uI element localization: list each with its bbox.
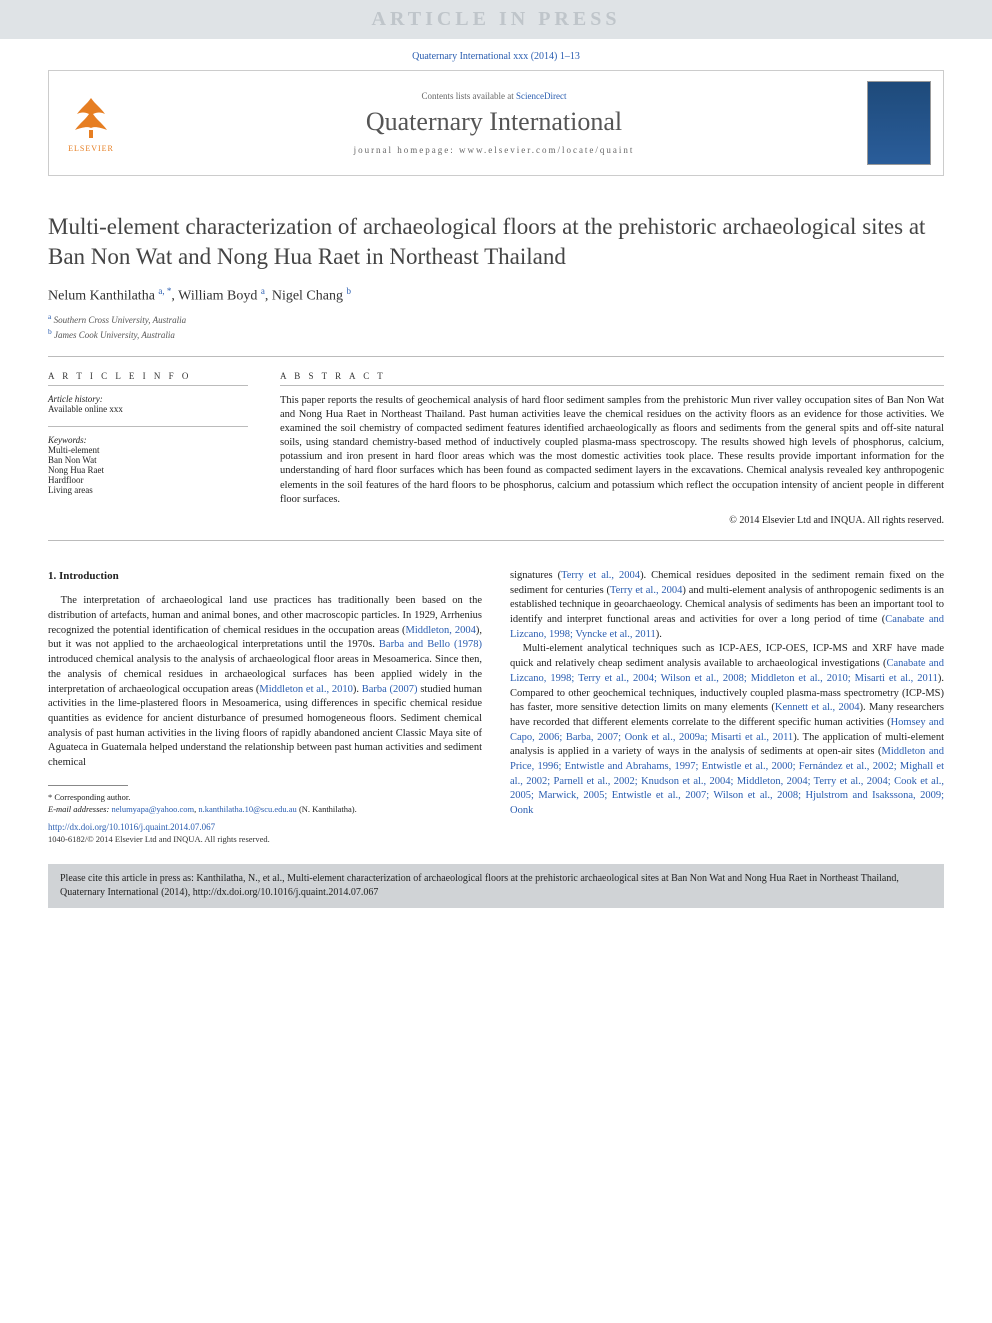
elsevier-name: ELSEVIER — [68, 144, 114, 153]
body-p1: The interpretation of archaeological lan… — [48, 594, 482, 770]
article-history: Article history: Available online xxx — [48, 394, 248, 414]
authors-line: Nelum Kanthilatha a, *, William Boyd a, … — [48, 286, 944, 305]
ref-barba-bello-1978[interactable]: Barba and Bello (1978) — [379, 639, 482, 650]
abstract: A B S T R A C T This paper reports the r… — [280, 371, 944, 526]
citation-top: Quaternary International xxx (2014) 1–13 — [0, 39, 992, 70]
author-2: William Boyd — [178, 288, 257, 303]
ref-middleton-2004[interactable]: Middleton, 2004 — [406, 625, 476, 636]
affil-a: a Southern Cross University, Australia — [48, 312, 944, 327]
article-title: Multi-element characterization of archae… — [48, 212, 944, 272]
contents-line: Contents lists available at ScienceDirec… — [133, 91, 855, 101]
affil-b: b James Cook University, Australia — [48, 327, 944, 342]
sciencedirect-link[interactable]: ScienceDirect — [516, 91, 566, 101]
p2d: ). — [656, 629, 662, 640]
article-in-press-banner: ARTICLE IN PRESS — [0, 0, 992, 39]
main-content: Multi-element characterization of archae… — [0, 192, 992, 846]
journal-name: Quaternary International — [133, 107, 855, 137]
citation-box: Please cite this article in press as: Ka… — [48, 864, 944, 908]
affiliations: a Southern Cross University, Australia b… — [48, 312, 944, 341]
affil-a-sup: a — [48, 312, 51, 321]
article-info: A R T I C L E I N F O Article history: A… — [48, 371, 248, 526]
meta-abstract-row: A R T I C L E I N F O Article history: A… — [48, 371, 944, 526]
footnote-block: * Corresponding author. E-mail addresses… — [48, 785, 482, 846]
journal-cover-thumb — [867, 81, 931, 165]
affil-b-text: James Cook University, Australia — [54, 330, 175, 340]
p2a: signatures ( — [510, 570, 561, 581]
doi-link[interactable]: http://dx.doi.org/10.1016/j.quaint.2014.… — [48, 821, 482, 834]
body-text: 1. Introduction The interpretation of ar… — [48, 569, 944, 846]
contents-prefix: Contents lists available at — [422, 91, 516, 101]
author-3: Nigel Chang — [272, 288, 343, 303]
article-info-heading: A R T I C L E I N F O — [48, 371, 248, 386]
info-sep — [48, 426, 248, 427]
ref-terry-2004b[interactable]: Terry et al., 2004 — [610, 585, 682, 596]
header-center: Contents lists available at ScienceDirec… — [133, 91, 855, 155]
email-line: E-mail addresses: nelumyapa@yahoo.com, n… — [48, 804, 482, 816]
elsevier-logo: ELSEVIER — [61, 88, 121, 158]
abstract-heading: A B S T R A C T — [280, 371, 944, 386]
ref-middleton-2010[interactable]: Middleton et al., 2010 — [259, 684, 352, 695]
ref-terry-2004a[interactable]: Terry et al., 2004 — [561, 570, 640, 581]
ref-barba-2007[interactable]: Barba (2007) — [362, 684, 418, 695]
author-1: Nelum Kanthilatha — [48, 288, 155, 303]
kw-2: Ban Non Wat — [48, 455, 248, 465]
author-3-sup: b — [346, 286, 351, 296]
elsevier-tree-icon — [67, 94, 115, 142]
separator-2 — [48, 540, 944, 541]
footnotes: * Corresponding author. E-mail addresses… — [48, 792, 482, 816]
kw-5: Living areas — [48, 485, 248, 495]
affil-a-text: Southern Cross University, Australia — [54, 315, 187, 325]
keywords-label: Keywords: — [48, 435, 87, 445]
homepage-prefix: journal homepage: — [354, 145, 459, 155]
homepage-line: journal homepage: www.elsevier.com/locat… — [133, 145, 855, 155]
body-p3: Multi-element analytical techniques such… — [510, 642, 944, 818]
email-label: E-mail addresses: — [48, 804, 109, 814]
keywords: Keywords: Multi-element Ban Non Wat Nong… — [48, 435, 248, 495]
issn-line: 1040-6182/© 2014 Elsevier Ltd and INQUA.… — [48, 834, 482, 846]
corresponding-author: * Corresponding author. — [48, 792, 482, 804]
p3a: Multi-element analytical techniques such… — [510, 643, 944, 669]
history-label: Article history: — [48, 394, 103, 404]
footnote-rule — [48, 785, 128, 786]
affil-b-sup: b — [48, 327, 52, 336]
author-2-sup: a — [261, 286, 265, 296]
history-value: Available online xxx — [48, 404, 123, 414]
p1d: ). — [353, 684, 362, 695]
ref-kennett-2004[interactable]: Kennett et al., 2004 — [775, 702, 860, 713]
homepage-url: www.elsevier.com/locate/quaint — [459, 145, 634, 155]
abstract-copyright: © 2014 Elsevier Ltd and INQUA. All right… — [280, 515, 944, 526]
email-author: (N. Kanthilatha). — [299, 804, 357, 814]
section-1-heading: 1. Introduction — [48, 569, 482, 584]
kw-1: Multi-element — [48, 445, 248, 455]
separator — [48, 356, 944, 357]
author-1-sup: a, * — [158, 286, 171, 296]
abstract-text: This paper reports the results of geoche… — [280, 394, 944, 507]
p1e: studied human activities in the lime-pla… — [48, 684, 482, 768]
email-1[interactable]: nelumyapa@yahoo.com — [111, 804, 194, 814]
kw-4: Hardfloor — [48, 475, 248, 485]
email-2[interactable]: n.kanthilatha.10@scu.edu.au — [198, 804, 296, 814]
journal-header: ELSEVIER Contents lists available at Sci… — [48, 70, 944, 176]
kw-3: Nong Hua Raet — [48, 465, 248, 475]
body-p2: signatures (Terry et al., 2004). Chemica… — [510, 569, 944, 642]
